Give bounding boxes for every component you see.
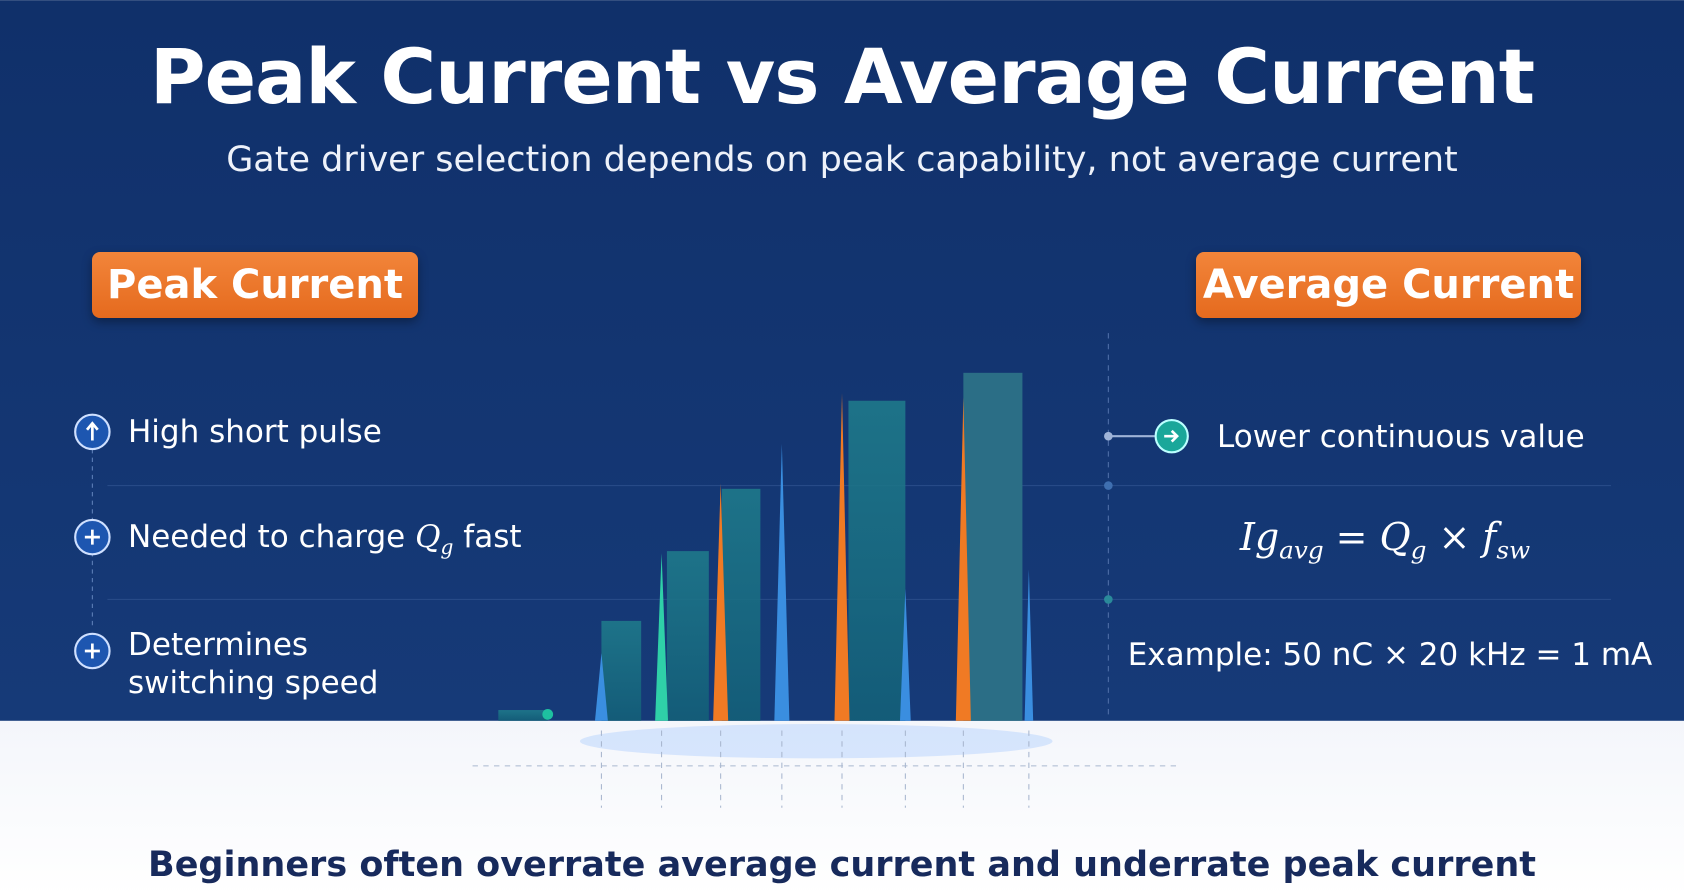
symbol-sub: g — [440, 535, 454, 560]
footer: Beginners often overrate average current… — [148, 845, 1536, 885]
item-text: fast — [463, 519, 522, 555]
term-sub: g — [1410, 535, 1427, 565]
symbol: Qg — [415, 519, 453, 559]
example: Example: 50 nC × 20 kHz = 1 mA — [1127, 637, 1653, 673]
title: Peak Current vs Average Current — [149, 32, 1535, 121]
average-item: Lower continuous value — [1217, 419, 1585, 455]
formula-term: × — [1438, 515, 1470, 559]
formula-term: fsw — [1482, 515, 1530, 565]
average-badge: Average Current — [1196, 252, 1581, 318]
term-sub: avg — [1279, 535, 1324, 565]
item-text: switching speed — [128, 665, 379, 701]
term-sub: sw — [1496, 535, 1531, 565]
peak-badge: Peak Current — [92, 252, 418, 318]
term-base: = — [1335, 515, 1368, 559]
formula: Igavg = Qg × fsw — [1130, 515, 1640, 565]
symbol-base: Q — [415, 519, 441, 555]
term-base: × — [1438, 515, 1471, 559]
term-base: Ig — [1239, 515, 1280, 559]
peak-item: Determines switching speed — [128, 626, 378, 702]
term-base: Q — [1379, 515, 1411, 559]
subtitle: Gate driver selection depends on peak ca… — [226, 140, 1458, 180]
term-base: f — [1482, 515, 1497, 559]
formula-term: Igavg — [1239, 515, 1324, 565]
item-text: Determines — [128, 627, 309, 663]
item-text: Needed to charge — [128, 519, 406, 555]
formula-term: = — [1336, 515, 1368, 559]
peak-item: Needed to charge Qg fast — [128, 518, 522, 566]
formula-term: Qg — [1379, 515, 1426, 565]
peak-item: High short pulse — [128, 414, 382, 450]
